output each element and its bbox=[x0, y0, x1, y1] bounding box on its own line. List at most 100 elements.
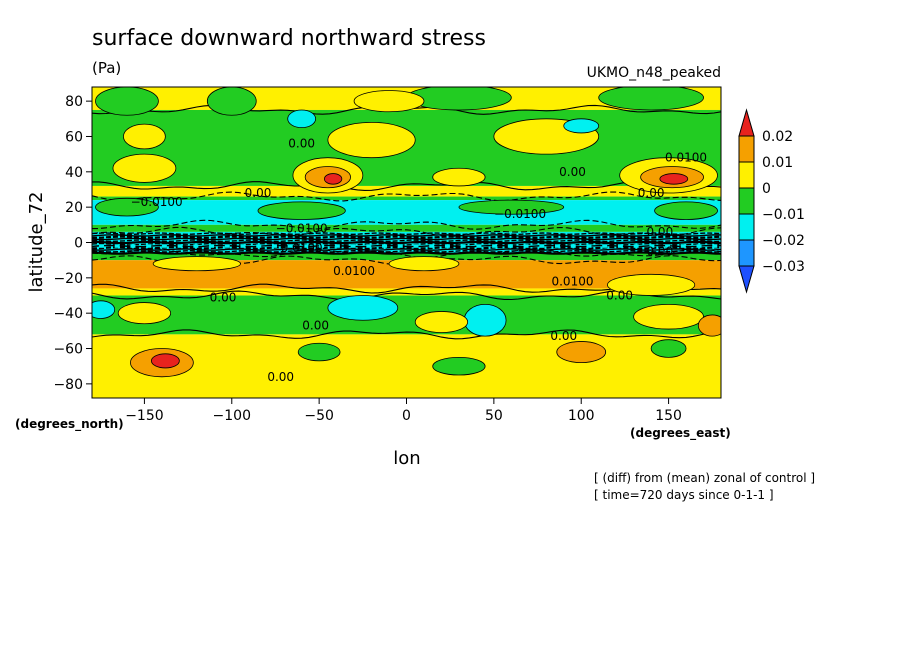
contour-label-0: 0.00 bbox=[288, 137, 315, 151]
contour-label-9: 0.0100 bbox=[281, 241, 323, 255]
field-blob-4 bbox=[353, 90, 425, 113]
equatorial-dash bbox=[366, 244, 372, 248]
field-blob-22 bbox=[152, 256, 241, 272]
x-tick-label-3: 0 bbox=[402, 408, 411, 424]
zonal-band-10 bbox=[92, 295, 721, 335]
field-blob-17 bbox=[563, 118, 600, 134]
equatorial-dash bbox=[712, 244, 718, 248]
y-axis-label: latitude_72 bbox=[26, 192, 47, 293]
x-tick-label-6: 150 bbox=[655, 408, 682, 424]
equatorial-dash bbox=[350, 244, 356, 248]
chart-title: surface downward northward stress bbox=[92, 26, 486, 51]
zonal-band-4 bbox=[92, 200, 721, 225]
equatorial-dash bbox=[319, 244, 325, 248]
contour-line-9 bbox=[92, 329, 721, 340]
contour-label-16: 0.00 bbox=[550, 329, 577, 343]
contour-label-14: 0.00 bbox=[606, 289, 633, 303]
y-tick-label-7: −60 bbox=[53, 342, 83, 358]
zonal-band-5 bbox=[92, 224, 721, 232]
contour-label-6: −0.0100 bbox=[494, 207, 546, 221]
contour-label-2: 0.0100 bbox=[665, 151, 707, 165]
field-blob-33 bbox=[556, 341, 607, 364]
contour-labels: 0.00 0.00 0.0100 0.00 0.00 −0.0100 −0.0100 −0.0… bbox=[131, 137, 707, 384]
y-tick-label-5: −20 bbox=[53, 271, 83, 287]
equatorial-dash bbox=[617, 244, 623, 248]
equatorial-dash bbox=[413, 244, 419, 248]
y-tick-label-8: −80 bbox=[53, 377, 83, 393]
equatorial-dash bbox=[287, 244, 293, 248]
colorbar-label-3: −0.01 bbox=[762, 207, 805, 223]
equatorial-dash bbox=[256, 244, 262, 248]
contour-line-0 bbox=[92, 180, 721, 191]
x-units-label: (degrees_east) bbox=[630, 426, 731, 441]
field-blob-30 bbox=[633, 303, 704, 330]
x-axis-label: lon bbox=[393, 448, 420, 469]
y-tick-label-0: 80 bbox=[65, 94, 83, 110]
field-blob-23 bbox=[388, 256, 460, 272]
colorbar-arrow-top bbox=[738, 108, 755, 137]
field-blob-25 bbox=[327, 295, 399, 321]
colorbar-segment-3 bbox=[738, 187, 755, 215]
equatorial-dash bbox=[382, 244, 388, 248]
x-axis: −150 −100 −50 0 50 100 150 bbox=[125, 398, 682, 424]
contour-label-1: 0.00 bbox=[559, 165, 586, 179]
field-blob-34 bbox=[697, 314, 721, 337]
contour-label-8: 0.00 bbox=[646, 225, 673, 239]
colorbar: 0.02 0.01 0 −0.01 −0.02 −0.03 bbox=[738, 108, 805, 294]
field-blob-8 bbox=[112, 153, 177, 183]
colorbar-segment-1 bbox=[738, 135, 755, 163]
equatorial-contour-2 bbox=[92, 248, 721, 251]
contour-label-4: 0.00 bbox=[638, 186, 665, 200]
equatorial-contour-10 bbox=[92, 234, 721, 237]
field-blob-12 bbox=[432, 167, 486, 187]
equatorial-dash bbox=[429, 244, 435, 248]
equatorial-dash bbox=[240, 244, 246, 248]
model-label: UKMO_n48_peaked bbox=[587, 65, 721, 81]
equatorial-dash bbox=[303, 244, 309, 248]
equatorial-dash bbox=[444, 244, 450, 248]
zonal-band-9 bbox=[92, 288, 721, 296]
zonal-band-11 bbox=[92, 334, 721, 398]
y-tick-label-1: 60 bbox=[65, 129, 83, 145]
equatorial-dash bbox=[649, 244, 655, 248]
field-blob-28 bbox=[117, 302, 172, 325]
contour-line-1 bbox=[92, 191, 721, 202]
y-tick-label-3: 20 bbox=[65, 200, 83, 216]
y-axis: 80 60 40 20 0 −20 −40 −60 −80 bbox=[53, 94, 92, 393]
zonal-band-3 bbox=[92, 196, 721, 201]
equatorial-dash bbox=[224, 244, 230, 248]
footer-note-diff: [ (diff) from (mean) zonal of control ] bbox=[594, 471, 815, 485]
field-blob-32 bbox=[151, 353, 180, 369]
x-tick-label-2: −50 bbox=[304, 408, 334, 424]
field-blob-1 bbox=[206, 87, 257, 116]
zonal-band-7 bbox=[92, 253, 721, 261]
equatorial-dash bbox=[633, 244, 639, 248]
equatorial-dash bbox=[460, 244, 466, 248]
equatorial-dash bbox=[193, 244, 199, 248]
equatorial-dash bbox=[539, 244, 545, 248]
equatorial-dash bbox=[476, 244, 482, 248]
y-tick-label-6: −40 bbox=[53, 306, 83, 322]
field-blob-19 bbox=[257, 201, 346, 220]
equatorial-dash bbox=[114, 244, 120, 248]
equatorial-dash bbox=[146, 244, 152, 248]
contour-label-10: 0.00 bbox=[646, 244, 673, 258]
contour-label-11: 0.0100 bbox=[333, 264, 375, 278]
equatorial-dash bbox=[130, 244, 136, 248]
field-blob-20 bbox=[458, 199, 565, 215]
equatorial-dash bbox=[209, 244, 215, 248]
footer-note-time: [ time=720 days since 0-1-1 ] bbox=[594, 488, 774, 502]
field-blob-11 bbox=[323, 173, 343, 185]
equatorial-contour-6 bbox=[92, 240, 721, 245]
y-units-label: (degrees_north) bbox=[15, 417, 124, 432]
contour-line-2 bbox=[92, 219, 721, 230]
field-blob-0 bbox=[95, 87, 159, 116]
x-tick-label-1: −100 bbox=[213, 408, 251, 424]
units-label: (Pa) bbox=[92, 59, 121, 77]
equatorial-dash bbox=[680, 244, 686, 248]
x-tick-label-5: 100 bbox=[568, 408, 595, 424]
field-area bbox=[92, 87, 721, 398]
field-blob-16 bbox=[287, 109, 317, 129]
equatorial-dash bbox=[586, 244, 592, 248]
